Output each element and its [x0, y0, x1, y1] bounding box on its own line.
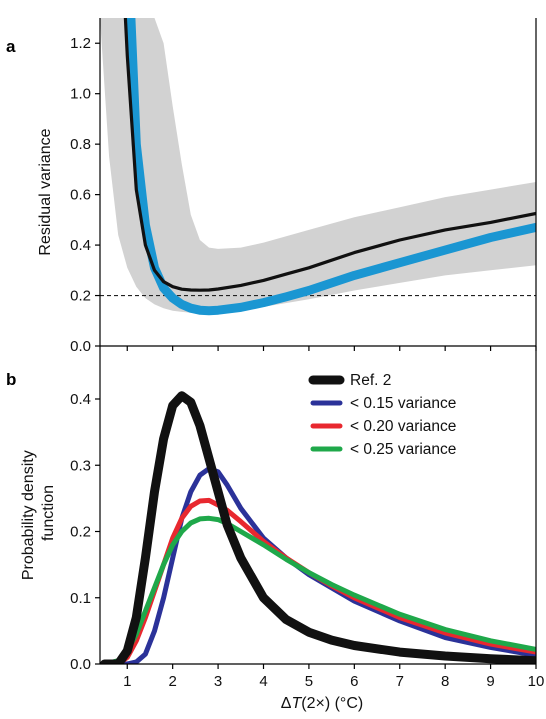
panel-a-y-tick-label: 0.2: [70, 288, 91, 305]
panel-b-y-tick-label: 0.2: [70, 524, 91, 541]
panel-b-letter: b: [6, 370, 16, 389]
panel-b-x-tick-label: 8: [441, 673, 449, 690]
x-axis-label: ΔT(2×) (°C): [281, 695, 363, 712]
panel-a-y-axis-label: Residual variance: [37, 128, 54, 255]
legend-item: < 0.15 variance: [310, 395, 456, 412]
panel-b-axes: [99, 346, 537, 665]
panel-a-letter: a: [6, 37, 16, 56]
legend: Ref. 2 < 0.15 variance < 0.20 variance < 0.…: [308, 372, 456, 458]
legend-item: < 0.25 variance: [310, 441, 456, 458]
panel-a-series-layer: [123, 18, 536, 316]
panel-a-y-tick-label: 0.6: [70, 187, 91, 204]
x-axis-label-unit: (2×) (°C): [301, 695, 363, 712]
panel-b-y-tick-label: 0.4: [70, 391, 91, 408]
panel-b-x-tick-label: 6: [350, 673, 358, 690]
x-axis-label-delta: Δ: [281, 695, 292, 712]
panel-b-y-tick-label: 0.3: [70, 457, 91, 474]
uncertainty-band: [100, 18, 536, 314]
panel-a-y-tick-label: 0.0: [70, 338, 91, 355]
legend-item: Ref. 2: [308, 372, 391, 389]
panel-b-y-axis-label-line-1: Probability density: [20, 450, 37, 580]
panel-b-x-tick-label: 1: [123, 673, 131, 690]
legend-label: < 0.20 variance: [350, 418, 456, 435]
panel-a-y-tick-label: 1.0: [70, 86, 91, 103]
panel-a-y-tick-label: 0.4: [70, 237, 91, 254]
series-line-ref2: [100, 391, 536, 664]
series-line-black: [123, 18, 536, 292]
panel-a-y-tick-label: 0.8: [70, 136, 91, 153]
legend-label: < 0.25 variance: [350, 441, 456, 458]
panel-b-x-tick-label: 9: [486, 673, 494, 690]
panel-b-x-tick-label: 2: [168, 673, 176, 690]
panel-b-y-tick-label: 0.1: [70, 590, 91, 607]
legend-label: < 0.15 variance: [350, 395, 456, 412]
legend-label: Ref. 2: [350, 372, 391, 389]
panel-b-y-tick-label: 0.0: [70, 656, 91, 673]
panel-a-residual-variance: a Residual variance 0.0 0.2 0.4 0.6 0.8 1.0 1.…: [6, 18, 537, 355]
panel-b-x-tick-label: 5: [305, 673, 313, 690]
panel-b-series-layer: [100, 391, 536, 664]
panel-b-y-axis-label-line-2: function: [40, 485, 57, 541]
x-axis-label-t: T: [291, 695, 302, 712]
panel-b-x-tick-label: 4: [259, 673, 267, 690]
panel-a-band-layer: [100, 18, 536, 314]
panel-b-x-tick-label: 3: [214, 673, 222, 690]
panel-b-x-tick-label: 7: [396, 673, 404, 690]
panel-a-ticks: 0.0 0.2 0.4 0.6 0.8 1.0 1.2: [70, 35, 537, 355]
series-line-variance-015: [102, 466, 536, 664]
legend-item: < 0.20 variance: [310, 418, 456, 435]
series-line-variance-025: [102, 515, 536, 664]
panel-b-x-tick-label: 10: [528, 673, 545, 690]
panel-b-ticks: 0.0 0.1 0.2 0.3 0.4 1 2 3 4 5 6 7 8 9 10: [70, 391, 544, 690]
panel-b-y-axis-label: Probability density function: [20, 446, 57, 580]
panel-b-probability-density: b Probability density function 0.0 0.1 0.2…: [6, 346, 544, 690]
panel-a-y-tick-label: 1.2: [70, 35, 91, 52]
